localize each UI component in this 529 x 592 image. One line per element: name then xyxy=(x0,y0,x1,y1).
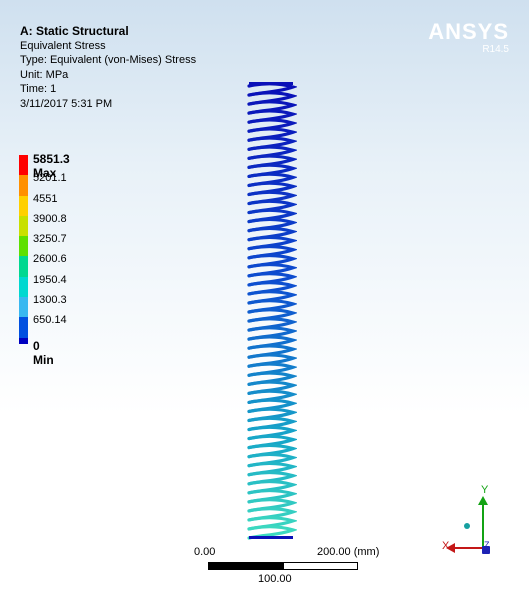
legend-level-label: 1950.4 xyxy=(33,273,67,286)
z-axis-label: Z xyxy=(484,540,490,550)
logo-name: ANSYS xyxy=(428,19,509,44)
spring-bottom-cap xyxy=(249,536,293,539)
legend-level-label: 4551 xyxy=(33,192,58,205)
isometric-ball-icon[interactable] xyxy=(464,523,470,529)
legend-swatch xyxy=(19,155,28,176)
legend-level-label: 5201.1 xyxy=(33,172,67,185)
y-axis-arrow-icon xyxy=(478,496,488,505)
legend-level-label: 3900.8 xyxy=(33,212,67,225)
legend-swatch xyxy=(19,215,28,237)
x-axis-line xyxy=(452,547,484,549)
result-type: Type: Equivalent (von-Mises) Stress xyxy=(20,54,197,66)
legend-level-label: 2600.6 xyxy=(33,253,67,266)
spring-model[interactable] xyxy=(245,80,297,542)
logo-version: R14.5 xyxy=(482,44,509,55)
axis-triad[interactable]: Y X Z xyxy=(442,484,502,564)
y-axis-label: Y xyxy=(481,484,489,496)
legend-swatch xyxy=(19,195,28,216)
legend-swatch xyxy=(19,317,28,338)
legend-level-label: 650.14 xyxy=(33,314,67,327)
scale-left-label: 0.00 xyxy=(194,546,216,558)
x-axis-arrow-icon xyxy=(446,543,455,553)
scale-right-label: 200.00 (mm) xyxy=(317,546,380,558)
z-axis-marker xyxy=(482,546,490,554)
scale-bar-white xyxy=(283,562,358,570)
ansys-logo: ANSYS R14.5 xyxy=(428,20,509,56)
legend-level-label: 3250.7 xyxy=(33,233,67,246)
scale-mid-label: 100.00 xyxy=(258,573,292,585)
legend-min-label: 0 Min xyxy=(33,339,54,367)
spring-top-cap xyxy=(249,82,293,85)
result-unit: Unit: MPa xyxy=(20,68,69,81)
legend-swatch xyxy=(19,175,28,196)
result-time: Time: 1 xyxy=(20,83,57,95)
spring-coil xyxy=(247,525,297,540)
result-info: A: Static Structural Equivalent Stress T… xyxy=(20,24,196,111)
result-name: Equivalent Stress xyxy=(20,39,106,52)
scale-bar-black xyxy=(208,562,283,570)
y-axis-line xyxy=(482,502,484,548)
scale-bar: 0.00 200.00 (mm) 100.00 xyxy=(194,540,400,585)
legend-swatch xyxy=(19,338,28,344)
result-date: 3/11/2017 5:31 PM xyxy=(20,97,113,110)
legend-max-label: 5851.3 Max xyxy=(33,152,70,180)
legend-swatch xyxy=(19,236,28,257)
legend-level-label: 1300.3 xyxy=(33,294,67,307)
legend-swatch xyxy=(19,256,28,277)
legend-swatch xyxy=(19,297,28,318)
legend-swatch xyxy=(19,276,28,298)
analysis-title: A: Static Structural xyxy=(20,24,129,38)
x-axis-label: X xyxy=(442,540,450,552)
